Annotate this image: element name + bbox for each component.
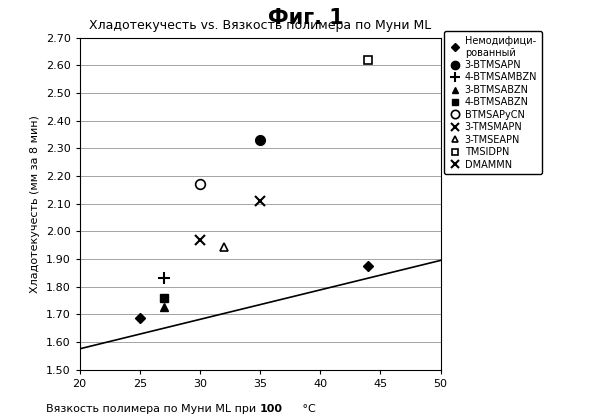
Text: Фиг. 1: Фиг. 1 <box>268 8 344 29</box>
Text: °C: °C <box>299 404 315 414</box>
Text: 100: 100 <box>260 404 283 414</box>
Legend: Немодифици-
рованный, 3-BTMSAPN, 4-BTMSAMBZN, 3-BTMSABZN, 4-BTMSABZN, BTMSAPyCN,: Немодифици- рованный, 3-BTMSAPN, 4-BTMSA… <box>444 31 542 174</box>
Y-axis label: Хладотекучесть (мм за 8 мин): Хладотекучесть (мм за 8 мин) <box>30 115 40 293</box>
Text: Вязкость полимера по Муни ML при: Вязкость полимера по Муни ML при <box>47 404 260 414</box>
Title: Хладотекучесть vs. Вязкость полимера по Муни ML: Хладотекучесть vs. Вязкость полимера по … <box>89 19 431 32</box>
